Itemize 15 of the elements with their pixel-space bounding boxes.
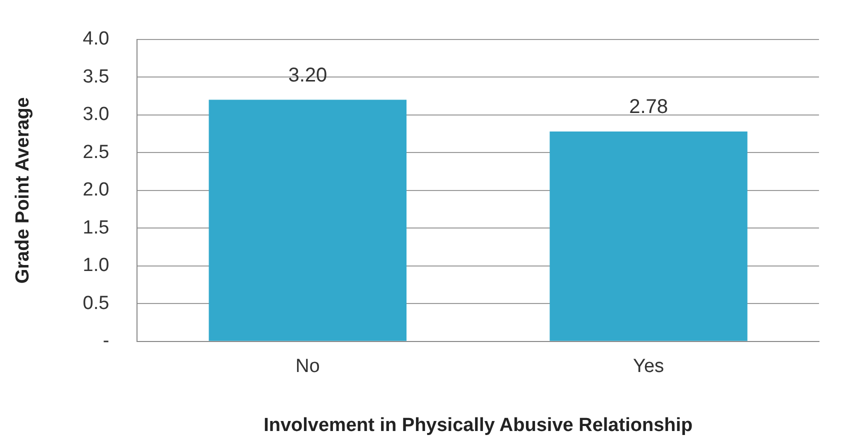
y-axis-title: Grade Point Average [12,97,34,284]
y-tick-label: - [102,330,110,352]
y-tick-label: 3.0 [82,104,110,126]
y-tick-label: 2.5 [82,142,110,163]
x-tick-label: Yes [633,356,664,378]
y-tick-label: 1.5 [82,217,110,238]
y-tick-label: 2.0 [82,180,110,201]
y-tick-label: 4.0 [82,28,110,50]
y-tick-label: 0.5 [82,292,110,314]
x-axis-title: Involvement in Physically Abusive Relationship [264,414,693,436]
y-tick-label: 1.0 [82,255,110,276]
x-tick-label: No [296,356,320,378]
data-label: 3.20 [288,64,328,86]
y-tick-label: 3.5 [82,66,110,88]
data-label: 2.78 [629,96,668,118]
